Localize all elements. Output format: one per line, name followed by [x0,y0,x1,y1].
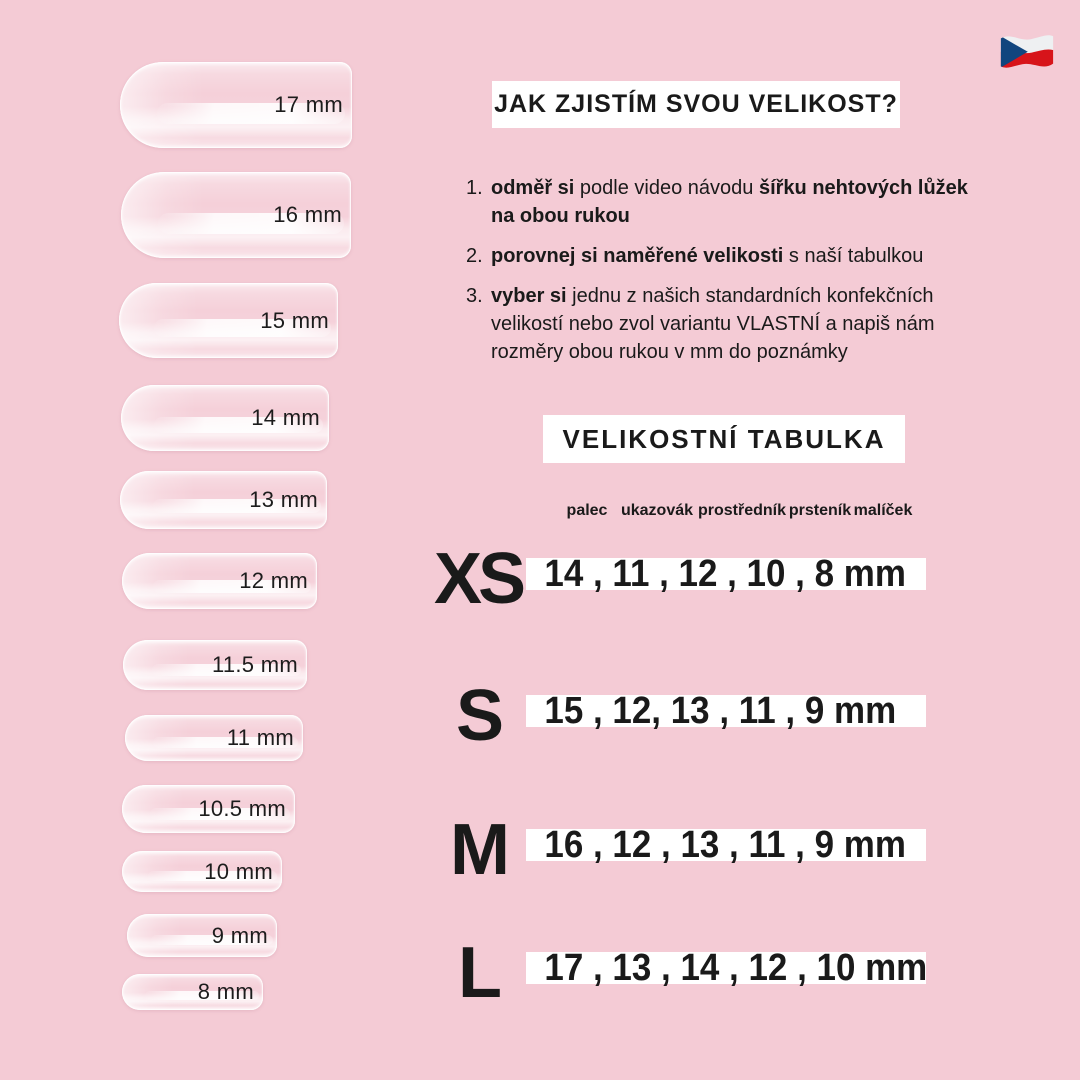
nail-tip: 15 mm [119,283,338,358]
nail-tip: 9 mm [127,914,277,957]
finger-column-prsteník: prsteník [788,502,852,519]
flag-blue-triangle [1000,35,1028,68]
step-text: odměř si podle video návodu šířku nehtov… [491,174,968,230]
step-text-bold-run: porovnej si naměřené velikosti [491,245,789,267]
finger-column-palec: palec [566,502,608,519]
size-values-XS: 14 , 11 , 12 , 10 , 8 mm [544,553,906,595]
nail-tip: 11.5 mm [123,640,307,690]
step-text-run: rozměry obou rukou v mm do poznámky [491,341,848,363]
nail-size-label: 10.5 mm [198,796,286,821]
nail-size-label: 11.5 mm [211,652,298,677]
step-text-bold-run: šířku nehtových lůžek [758,177,968,199]
finger-column-prostředník: prostředník [697,502,787,519]
size-table-title-text: VELIKOSTNÍ TABULKA [562,423,886,454]
step-number: 2. [466,245,483,267]
nail-tip: 13 mm [120,471,327,529]
nail-size-label: 16 mm [273,202,342,227]
nail-size-label: 10 mm [204,858,273,884]
step-text-bold-run: vyber si [491,285,573,307]
size-values-L: 17 , 13 , 14 , 12 , 10 mm [544,947,928,989]
finger-column-ukazovák: ukazovák [620,502,694,519]
nail-tip: 11 mm [125,715,303,761]
step-text-run: s naší tabulkou [788,245,924,267]
size-values-band-S: 15 , 12, 13 , 11 , 9 mm [526,690,926,732]
step-number: 1. [466,177,483,199]
size-label-S: S [455,676,504,756]
nail-size-label: 13 mm [249,487,318,512]
size-table-title: VELIKOSTNÍ TABULKA [543,415,905,463]
howto-step-3: 3. vyber si jednu z našich standardních k… [466,282,1026,366]
step-text-run: jednu z našich standardních konfekčních [572,285,934,307]
howto-steps: 1. odměř si podle video návodu šířku neht… [466,174,1026,378]
step-text-bold-run: na obou rukou [491,205,630,227]
nail-tip: 8 mm [122,974,263,1010]
nail-tip: 16 mm [121,172,351,258]
finger-column-malíček: malíček [853,502,913,519]
nail-size-label: 8 mm [197,979,254,1004]
nail-tip: 17 mm [120,62,352,148]
howto-step-1: 1. odměř si podle video návodu šířku neht… [466,174,1026,230]
size-values-S: 15 , 12, 13 , 11 , 9 mm [544,690,897,732]
step-text: vyber si jednu z našich standardních kon… [491,282,935,366]
size-values-band-L: 17 , 13 , 14 , 12 , 10 mm [526,947,928,989]
nail-tip: 12 mm [122,553,317,609]
nail-size-label: 12 mm [239,568,308,593]
step-text-run: podle video návodu [579,177,759,199]
step-text: porovnej si naměřené velikosti s naší ta… [491,242,923,270]
step-text-bold-run: odměř si [491,177,580,199]
nail-size-label: 14 mm [251,405,320,430]
size-label-M: M [450,810,510,890]
nail-size-label: 15 mm [260,307,329,333]
howto-title-text: JAK ZJISTÍM SVOU VELIKOST? [494,90,898,118]
nail-size-label: 17 mm [274,92,343,117]
nail-tip: 10.5 mm [122,785,295,833]
nail-size-label: 11 mm [226,725,294,750]
step-text-run: velikostí nebo zvol variantu VLASTNÍ a n… [491,313,935,335]
howto-step-2: 2. porovnej si naměřené velikosti s naší … [466,242,1026,270]
nail-tip: 14 mm [121,385,329,451]
czech-flag-icon [1000,35,1054,68]
nail-size-label: 9 mm [211,922,268,948]
size-values-band-XS: 14 , 11 , 12 , 10 , 8 mm [526,553,926,595]
nail-tip: 10 mm [122,851,282,892]
size-values-band-M: 16 , 12 , 13 , 11 , 9 mm [526,824,926,866]
howto-title: JAK ZJISTÍM SVOU VELIKOST? [492,81,900,128]
size-values-M: 16 , 12 , 13 , 11 , 9 mm [544,824,906,866]
size-label-XS: XS [433,539,526,619]
step-number: 3. [466,285,483,307]
size-label-L: L [458,933,502,1013]
